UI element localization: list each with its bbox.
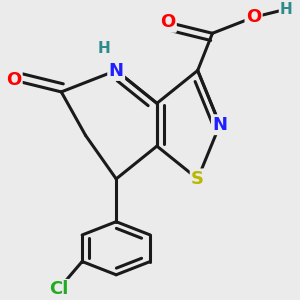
Text: Cl: Cl bbox=[49, 280, 68, 298]
Text: O: O bbox=[160, 13, 176, 31]
Text: H: H bbox=[280, 2, 293, 17]
Text: O: O bbox=[6, 71, 21, 89]
Text: S: S bbox=[191, 170, 204, 188]
Text: O: O bbox=[246, 8, 261, 26]
Text: N: N bbox=[212, 116, 227, 134]
Text: H: H bbox=[98, 41, 111, 56]
Text: N: N bbox=[109, 61, 124, 80]
